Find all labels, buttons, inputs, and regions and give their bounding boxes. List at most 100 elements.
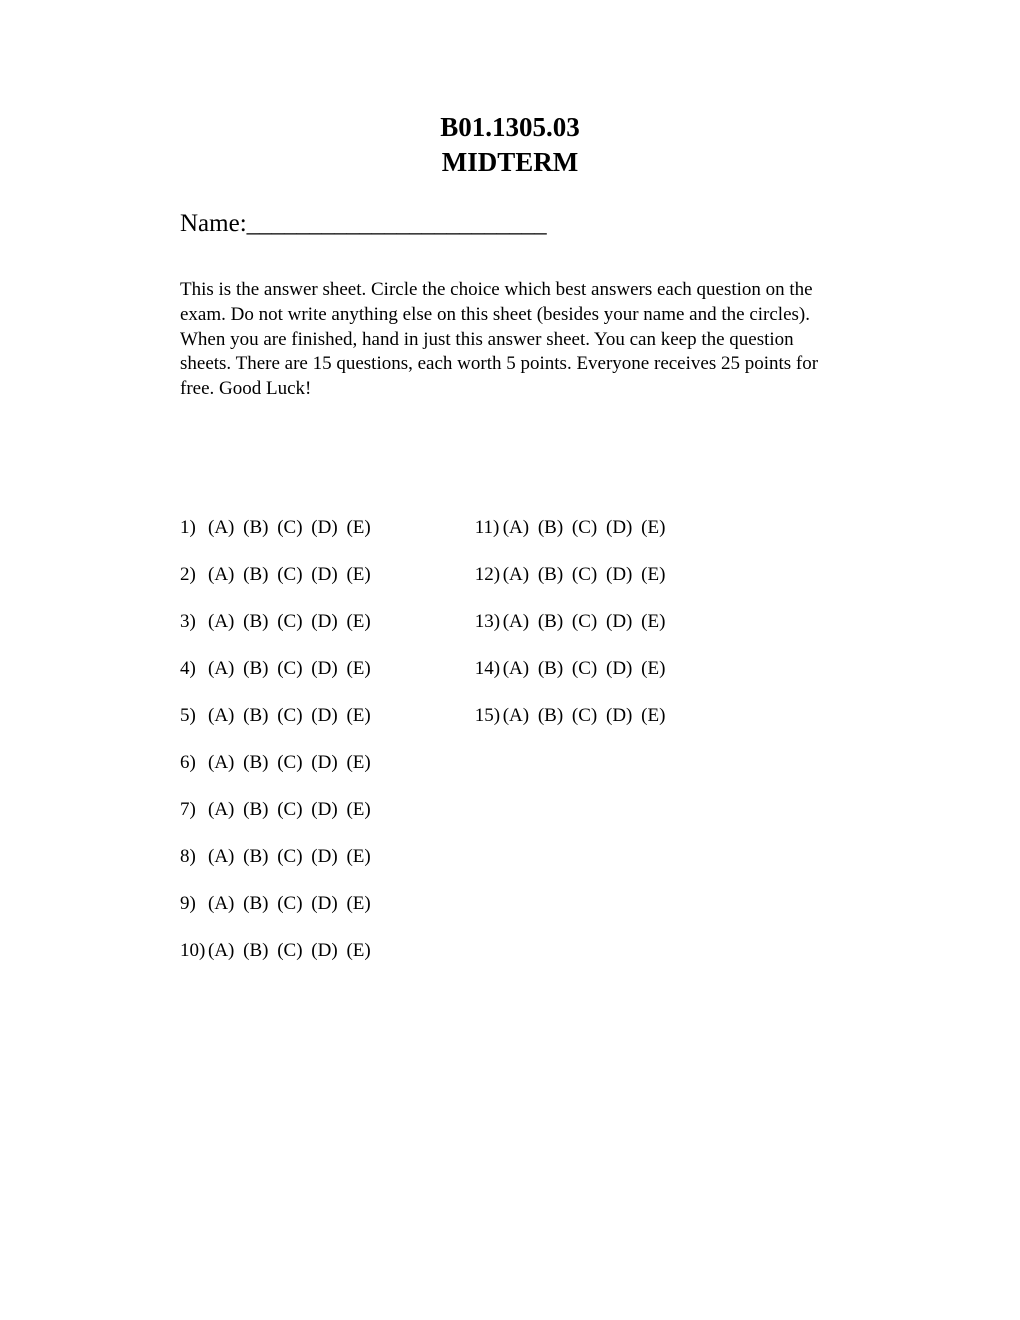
choice-option: (C) xyxy=(277,752,307,773)
choice-option: (C) xyxy=(277,658,307,679)
choice-option: (A) xyxy=(503,611,534,632)
answer-row: 1)(A) (B) (C) (D) (E) xyxy=(180,517,375,539)
choice-option: (D) xyxy=(311,799,342,820)
choice-option: (B) xyxy=(243,752,273,773)
choice-option: (E) xyxy=(346,846,370,867)
choice-list: (A) (B) (C) (D) (E) xyxy=(208,611,375,633)
choice-option: (C) xyxy=(572,611,602,632)
choice-option: (A) xyxy=(208,564,239,585)
choice-option: (B) xyxy=(538,564,568,585)
choice-option: (D) xyxy=(311,611,342,632)
answer-column-right: 11)(A) (B) (C) (D) (E)12)(A) (B) (C) (D)… xyxy=(475,517,670,962)
choice-option: (D) xyxy=(606,517,637,538)
choice-option: (B) xyxy=(538,611,568,632)
question-number: 10) xyxy=(180,940,208,962)
choice-list: (A) (B) (C) (D) (E) xyxy=(208,658,375,680)
choice-option: (B) xyxy=(243,799,273,820)
choice-option: (A) xyxy=(208,611,239,632)
choice-option: (B) xyxy=(538,517,568,538)
question-number: 14) xyxy=(475,658,503,680)
choice-option: (B) xyxy=(538,658,568,679)
answer-row: 7)(A) (B) (C) (D) (E) xyxy=(180,799,375,821)
answer-row: 6)(A) (B) (C) (D) (E) xyxy=(180,752,375,774)
choice-option: (A) xyxy=(208,658,239,679)
choice-option: (E) xyxy=(346,564,370,585)
choice-option: (D) xyxy=(311,752,342,773)
choice-list: (A) (B) (C) (D) (E) xyxy=(503,705,670,727)
choice-option: (D) xyxy=(311,893,342,914)
question-number: 6) xyxy=(180,752,208,774)
choice-option: (E) xyxy=(346,658,370,679)
choice-list: (A) (B) (C) (D) (E) xyxy=(208,846,375,868)
instructions-text: This is the answer sheet. Circle the cho… xyxy=(180,278,840,401)
choice-option: (E) xyxy=(346,611,370,632)
choice-option: (A) xyxy=(503,705,534,726)
choice-list: (A) (B) (C) (D) (E) xyxy=(208,564,375,586)
choice-option: (A) xyxy=(503,658,534,679)
choice-list: (A) (B) (C) (D) (E) xyxy=(503,564,670,586)
answer-row: 8)(A) (B) (C) (D) (E) xyxy=(180,846,375,868)
choice-option: (E) xyxy=(346,517,370,538)
choice-option: (E) xyxy=(346,893,370,914)
choice-option: (C) xyxy=(277,940,307,961)
choice-option: (C) xyxy=(277,611,307,632)
choice-option: (A) xyxy=(208,940,239,961)
choice-option: (B) xyxy=(243,658,273,679)
choice-option: (D) xyxy=(606,705,637,726)
choice-list: (A) (B) (C) (D) (E) xyxy=(503,611,670,633)
choice-list: (A) (B) (C) (D) (E) xyxy=(208,799,375,821)
choice-option: (C) xyxy=(572,517,602,538)
choice-option: (C) xyxy=(277,564,307,585)
choice-option: (B) xyxy=(243,846,273,867)
choice-option: (C) xyxy=(572,658,602,679)
choice-option: (D) xyxy=(311,658,342,679)
choice-option: (A) xyxy=(208,893,239,914)
choice-option: (E) xyxy=(641,705,665,726)
answer-row: 5)(A) (B) (C) (D) (E) xyxy=(180,705,375,727)
question-number: 4) xyxy=(180,658,208,680)
choice-option: (E) xyxy=(641,517,665,538)
name-label: Name: xyxy=(180,210,247,237)
question-number: 9) xyxy=(180,893,208,915)
answer-row: 10)(A) (B) (C) (D) (E) xyxy=(180,940,375,962)
choice-list: (A) (B) (C) (D) (E) xyxy=(503,517,670,539)
choice-option: (E) xyxy=(346,752,370,773)
choice-option: (A) xyxy=(208,705,239,726)
choice-option: (C) xyxy=(572,564,602,585)
choice-option: (D) xyxy=(311,705,342,726)
choice-option: (E) xyxy=(641,564,665,585)
choice-option: (B) xyxy=(243,705,273,726)
answer-row: 11)(A) (B) (C) (D) (E) xyxy=(475,517,670,539)
answer-column-left: 1)(A) (B) (C) (D) (E)2)(A) (B) (C) (D) (… xyxy=(180,517,375,962)
choice-list: (A) (B) (C) (D) (E) xyxy=(208,940,375,962)
choice-option: (E) xyxy=(641,611,665,632)
choice-option: (E) xyxy=(346,705,370,726)
answer-row: 12)(A) (B) (C) (D) (E) xyxy=(475,564,670,586)
choice-list: (A) (B) (C) (D) (E) xyxy=(208,705,375,727)
answer-row: 14)(A) (B) (C) (D) (E) xyxy=(475,658,670,680)
question-number: 2) xyxy=(180,564,208,586)
question-number: 5) xyxy=(180,705,208,727)
answer-row: 15)(A) (B) (C) (D) (E) xyxy=(475,705,670,727)
choice-list: (A) (B) (C) (D) (E) xyxy=(208,752,375,774)
choice-option: (B) xyxy=(243,517,273,538)
exam-header: B01.1305.03 MIDTERM xyxy=(180,110,840,180)
exam-title: MIDTERM xyxy=(180,145,840,180)
question-number: 12) xyxy=(475,564,503,586)
answer-row: 9)(A) (B) (C) (D) (E) xyxy=(180,893,375,915)
question-number: 3) xyxy=(180,611,208,633)
question-number: 8) xyxy=(180,846,208,868)
choice-list: (A) (B) (C) (D) (E) xyxy=(208,517,375,539)
answer-row: 3)(A) (B) (C) (D) (E) xyxy=(180,611,375,633)
choice-option: (C) xyxy=(277,893,307,914)
choice-option: (D) xyxy=(311,846,342,867)
choice-option: (B) xyxy=(243,893,273,914)
choice-option: (C) xyxy=(277,705,307,726)
choice-option: (B) xyxy=(243,940,273,961)
choice-option: (C) xyxy=(572,705,602,726)
choice-option: (D) xyxy=(311,517,342,538)
choice-option: (D) xyxy=(606,658,637,679)
choice-option: (D) xyxy=(606,564,637,585)
choice-option: (C) xyxy=(277,846,307,867)
choice-list: (A) (B) (C) (D) (E) xyxy=(208,893,375,915)
